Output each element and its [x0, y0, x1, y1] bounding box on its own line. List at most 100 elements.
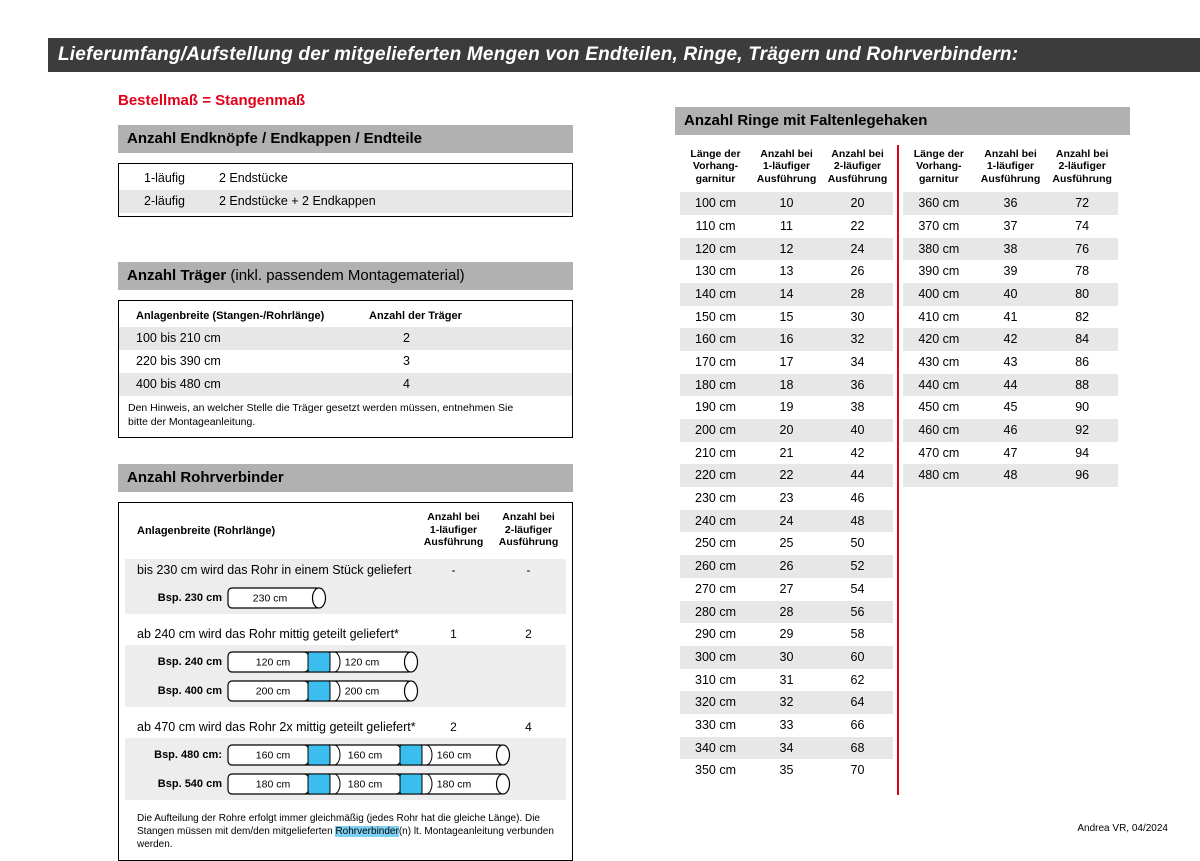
count-1-laeufig: -: [451, 563, 456, 578]
ring-table-row: 140 cm 14 28: [680, 282, 893, 306]
count-cell: 47: [1003, 445, 1018, 460]
count-cell: 84: [1075, 332, 1090, 347]
footnote-highlight: Rohrverbinder: [335, 826, 399, 838]
length-cell: 110 cm: [695, 218, 736, 233]
col-header-2-laeufig: Anzahl bei 2-läufiger Ausführung: [1052, 148, 1112, 185]
count-cell: 90: [1075, 400, 1090, 415]
ring-table-row: 420 cm 42 84: [903, 328, 1118, 351]
count-cell: 74: [1075, 218, 1090, 233]
count-cell: 54: [850, 581, 865, 596]
ringe-section-header: Anzahl Ringe mit Faltenlegehaken: [675, 107, 1130, 135]
ring-table-row: 330 cm 33 66: [680, 714, 893, 737]
length-cell: 340 cm: [695, 740, 736, 755]
length-cell: 150 cm: [695, 309, 736, 324]
length-cell: 430 cm: [918, 354, 960, 369]
count-cell: 36: [850, 377, 865, 392]
length-cell: 210 cm: [695, 445, 736, 460]
length-cell: 350 cm: [695, 763, 736, 778]
footnote-text-pre: Die Aufteilung der Rohre erfolgt immer g…: [137, 813, 540, 838]
count-cell: 24: [779, 513, 794, 528]
laeufig-label: 2-läufig: [144, 194, 185, 208]
ring-table-row: 110 cm 11 22: [680, 215, 893, 238]
table-row: 2-läufig 2 Endstücke + 2 Endkappen: [119, 190, 572, 213]
count-cell: 42: [850, 445, 865, 460]
ring-table-row: 210 cm 21 42: [680, 442, 893, 465]
count-cell: 28: [779, 604, 794, 619]
traeger-section-header: Anzahl Träger (inkl. passendem Montagema…: [118, 262, 573, 290]
length-cell: 250 cm: [695, 536, 736, 551]
pipe-graphic: 120 cm 120 cm: [227, 650, 421, 674]
count-cell: 15: [779, 309, 794, 324]
traeger-note: Den Hinweis, an welcher Stelle die Träge…: [128, 402, 514, 428]
ring-table-head: Länge der Vorhang- garnitur Anzahl bei 1…: [680, 145, 893, 192]
count-cell: 31: [779, 672, 794, 687]
example-label: Bsp. 540 cm: [157, 777, 222, 790]
svg-text:180 cm: 180 cm: [348, 778, 383, 790]
length-cell: 450 cm: [918, 400, 960, 415]
count-cell: 21: [779, 445, 794, 460]
count-cell: 26: [779, 559, 794, 574]
ring-table-row: 340 cm 34 68: [680, 736, 893, 760]
length-cell: 480 cm: [918, 468, 960, 483]
count-cell: 82: [1075, 309, 1090, 324]
length-cell: 370 cm: [918, 218, 960, 233]
rohrverbinder-footnote: Die Aufteilung der Rohre erfolgt immer g…: [125, 809, 566, 852]
ring-table-right: Länge der Vorhang- garnitur Anzahl bei 1…: [903, 145, 1118, 488]
endteile-header-label: Anzahl Endknöpfe / Endkappen / Endteile: [127, 130, 423, 147]
ring-table-row: 190 cm 19 38: [680, 396, 893, 419]
red-divider: [897, 145, 899, 795]
svg-text:120 cm: 120 cm: [345, 656, 380, 668]
length-cell: 180 cm: [695, 377, 736, 392]
count-cell: 30: [850, 309, 865, 324]
svg-text:180 cm: 180 cm: [437, 778, 472, 790]
count-cell: 45: [1003, 400, 1018, 415]
ring-table-row: 480 cm 48 96: [903, 464, 1118, 488]
length-cell: 330 cm: [695, 717, 736, 732]
rohrverbinder-header-label: Anzahl Rohrverbinder: [127, 469, 284, 487]
count-cell: 18: [779, 377, 794, 392]
count-cell: 48: [1003, 468, 1018, 483]
count-cell: 64: [850, 695, 865, 710]
pipe-illustration: 180 cm 180 cm 180 cm: [227, 772, 511, 795]
length-cell: 460 cm: [918, 423, 960, 437]
count-cell: 22: [779, 468, 794, 483]
rohrverbinder-section-header: Anzahl Rohrverbinder: [118, 464, 573, 493]
length-cell: 400 cm: [918, 286, 960, 301]
section-description-row: bis 230 cm wird das Rohr in einem Stück …: [125, 559, 566, 581]
count-cell: 24: [850, 241, 865, 256]
length-cell: 380 cm: [918, 241, 960, 256]
count-cell: 46: [850, 491, 865, 506]
count-cell: 41: [1003, 309, 1018, 324]
count-cell: 25: [779, 536, 794, 551]
range-cell: 100 bis 210 cm: [136, 331, 221, 345]
table-row: 220 bis 390 cm 3: [119, 350, 572, 373]
count-cell: 40: [850, 423, 865, 437]
ring-table-row: 160 cm 16 32: [680, 328, 893, 351]
count-cell: 26: [850, 264, 865, 279]
count-cell: 44: [850, 468, 865, 483]
count-cell: 38: [1003, 241, 1018, 256]
ring-table-row: 180 cm 18 36: [680, 373, 893, 397]
pipe-graphic: 200 cm 200 cm: [227, 679, 421, 703]
col-header-2-laeufig: Anzahl bei 2-läufiger Ausführung: [827, 148, 888, 185]
ring-table-row: 450 cm 45 90: [903, 396, 1118, 419]
count-cell: 96: [1075, 468, 1090, 483]
col-header-anzahl-traeger: Anzahl der Träger: [369, 310, 462, 322]
section-description: ab 240 cm wird das Rohr mittig geteilt g…: [137, 627, 399, 642]
svg-text:180 cm: 180 cm: [256, 778, 291, 790]
count-cell: 4: [403, 377, 410, 391]
rohrverbinder-table-head: Anlagenbreite (Rohrlänge) Anzahl bei 1-l…: [125, 511, 566, 549]
ring-table-row: 370 cm 37 74: [903, 215, 1118, 238]
ring-table-row: 440 cm 44 88: [903, 373, 1118, 397]
endteile-section-header: Anzahl Endknöpfe / Endkappen / Endteile: [118, 125, 573, 153]
length-cell: 100 cm: [695, 196, 736, 211]
endteile-value: 2 Endstücke: [219, 171, 288, 185]
length-cell: 390 cm: [918, 264, 960, 279]
count-cell: 40: [1003, 286, 1018, 301]
length-cell: 190 cm: [695, 400, 736, 415]
example-label: Bsp. 480 cm:: [154, 748, 222, 761]
count-cell: 56: [850, 604, 865, 619]
length-cell: 140 cm: [695, 286, 736, 301]
section-description: bis 230 cm wird das Rohr in einem Stück …: [137, 563, 412, 578]
